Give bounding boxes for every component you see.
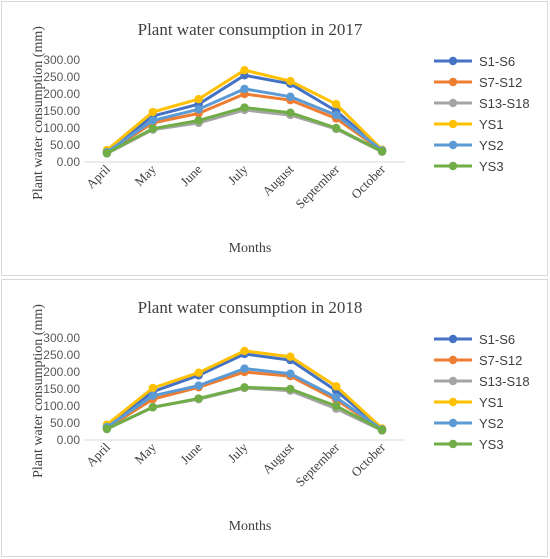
x-tick-label: June — [177, 439, 205, 467]
data-point — [332, 382, 341, 391]
data-point — [148, 116, 157, 125]
x-tick-label: September — [292, 161, 342, 211]
legend-swatch-marker — [448, 98, 458, 108]
legend-label: YS3 — [479, 437, 504, 452]
data-point — [377, 425, 387, 435]
legend-label: YS2 — [479, 138, 504, 153]
legend-label: S1-S6 — [479, 54, 515, 69]
data-point — [194, 94, 203, 104]
x-tick-label: October — [348, 439, 389, 480]
legend-swatch-marker — [448, 418, 458, 428]
x-tick-label: May — [131, 161, 159, 189]
y-tick-label: 0.00 — [57, 433, 81, 447]
legend-label: YS1 — [479, 117, 504, 132]
series-line-ys2 — [105, 367, 384, 431]
data-point — [194, 368, 203, 377]
data-point — [332, 123, 341, 133]
x-axis-title: Months — [229, 241, 272, 256]
legend-label: YS1 — [479, 395, 504, 410]
legend-swatch-marker — [448, 56, 458, 66]
x-tick-label: October — [348, 161, 389, 202]
y-tick-label: 150.00 — [43, 104, 80, 118]
data-point — [148, 383, 157, 393]
data-point — [332, 401, 341, 411]
y-tick-label: 200.00 — [43, 365, 80, 379]
data-point — [148, 124, 157, 133]
x-tick-label: August — [259, 439, 296, 476]
y-tick-label: 0.00 — [57, 155, 81, 169]
x-tick-label: April — [83, 439, 113, 469]
legend-label: YS2 — [479, 416, 504, 431]
data-point — [332, 393, 341, 402]
data-point — [148, 391, 157, 400]
legend-swatch-marker — [448, 119, 458, 129]
data-point — [286, 76, 295, 86]
y-tick-label: 300.00 — [43, 53, 80, 67]
x-tick-label: May — [131, 439, 159, 467]
y-tick-label: 200.00 — [43, 87, 80, 101]
data-point — [286, 352, 295, 361]
y-tick-label: 50.00 — [50, 416, 80, 430]
line-chart-2017: Plant water consumption in 2017 Plant wat… — [31, 20, 530, 256]
legend-swatch-marker — [448, 439, 458, 449]
y-tick-label: 250.00 — [43, 70, 80, 84]
line-chart-2018: Plant water consumption in 2018 Plant wat… — [31, 298, 530, 534]
data-point — [286, 92, 295, 101]
data-point — [286, 384, 295, 394]
data-point — [102, 148, 112, 158]
legend-swatch-marker — [448, 376, 458, 386]
y-tick-label: 100.00 — [43, 399, 80, 413]
legend-swatch-marker — [448, 77, 458, 87]
data-point — [240, 84, 249, 94]
legend-swatch-marker — [448, 355, 458, 365]
data-point — [240, 103, 249, 112]
legend-swatch-marker — [448, 140, 458, 150]
legend-label: S7-S12 — [479, 353, 522, 368]
data-point — [240, 383, 249, 392]
y-tick-label: 300.00 — [43, 331, 80, 345]
y-tick-label: 250.00 — [43, 348, 80, 362]
legend-label: S13-S18 — [479, 96, 530, 111]
legend-label: S13-S18 — [479, 374, 530, 389]
chart-panel-2018: Plant water consumption in 2018 Plant wat… — [1, 279, 548, 557]
data-point — [240, 364, 249, 373]
data-point — [102, 424, 112, 433]
y-tick-label: 150.00 — [43, 382, 80, 396]
x-tick-label: June — [177, 161, 205, 189]
data-point — [194, 381, 203, 390]
data-point — [194, 394, 203, 403]
legend-swatch-marker — [448, 397, 458, 407]
data-point — [286, 108, 295, 117]
y-tick-label: 100.00 — [43, 121, 80, 135]
data-point — [286, 369, 295, 378]
x-tick-label: September — [292, 439, 342, 489]
chart-panel-2017: Plant water consumption in 2017 Plant wat… — [1, 1, 548, 276]
x-axis-title: Months — [229, 519, 272, 534]
data-point — [148, 107, 157, 117]
data-point — [240, 346, 249, 356]
chart-title: Plant water consumption in 2018 — [138, 298, 363, 317]
chart-title: Plant water consumption in 2017 — [138, 20, 363, 39]
legend-label: YS3 — [479, 159, 504, 174]
data-point — [377, 147, 387, 156]
x-tick-label: April — [83, 161, 113, 191]
data-point — [194, 105, 203, 114]
data-point — [332, 110, 341, 120]
x-tick-label: August — [259, 161, 296, 198]
x-tick-label: July — [225, 439, 251, 465]
legend-label: S1-S6 — [479, 332, 515, 347]
legend-label: S7-S12 — [479, 75, 522, 90]
y-axis-title: Plant water consumption (mm) — [31, 26, 46, 200]
legend-swatch-marker — [448, 334, 458, 344]
data-point — [194, 116, 203, 125]
y-tick-label: 50.00 — [50, 138, 80, 152]
data-point — [148, 403, 157, 412]
legend-swatch-marker — [448, 161, 458, 171]
data-point — [332, 100, 341, 109]
data-point — [240, 66, 249, 75]
x-tick-label: July — [225, 161, 251, 187]
y-axis-title: Plant water consumption (mm) — [31, 304, 46, 478]
